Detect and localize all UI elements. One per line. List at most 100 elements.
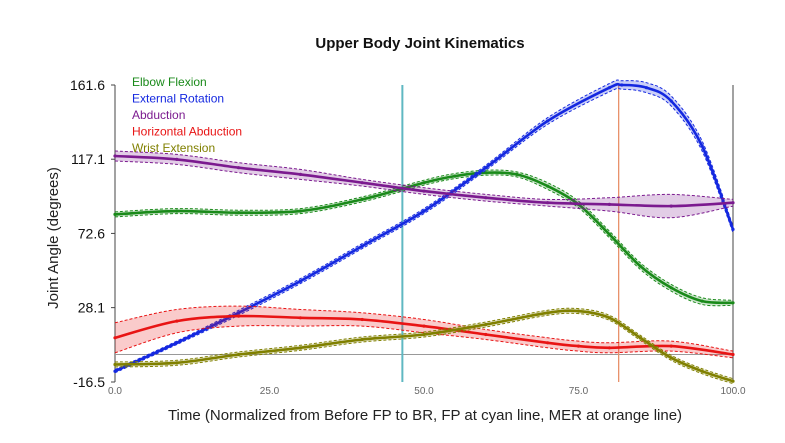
wrist-extension-upper-bound [114, 307, 734, 380]
legend: Elbow Flexion External Rotation Abduction H… [132, 75, 242, 155]
horizontal-abduction-point [607, 346, 612, 350]
horizontal-abduction-point [422, 324, 426, 328]
abduction-band [115, 151, 733, 218]
wrist-extension-point [113, 362, 117, 367]
x-axis-label: Time (Normalized from Before FP to BR, F… [168, 407, 682, 424]
wrist-extension-point [237, 352, 241, 357]
chart-title: Upper Body Joint Kinematics [315, 35, 524, 52]
legend-entry: Horizontal Abduction [132, 125, 242, 139]
abduction-point [484, 196, 488, 200]
horizontal-abduction-point [113, 336, 117, 340]
abduction-lower-bound [114, 160, 734, 219]
abduction-point [298, 172, 302, 176]
external-rotation-point [644, 86, 649, 90]
wrist-extension-lower-bound [114, 312, 734, 385]
y-tick-label: 28.1 [78, 300, 105, 316]
external-rotation-point [360, 244, 364, 248]
legend-entry: External Rotation [132, 92, 224, 106]
wrist-extension-point [175, 361, 179, 365]
wrist-extension-point [607, 316, 612, 320]
external-rotation-upper-bound [114, 79, 734, 370]
abduction-point [422, 189, 426, 193]
wrist-extension-point [298, 346, 302, 350]
y-tick-label: -16.5 [73, 374, 105, 390]
elbow-flexion-point [638, 264, 642, 268]
abduction-point [607, 202, 612, 206]
horizontal-abduction-point [576, 344, 581, 348]
wrist-extension-point [546, 311, 550, 315]
elbow-flexion-point [515, 172, 519, 176]
plot-area: 161.6 117.1 72.6 28.1 -16.50.0 25.0 50.0 75.0 10… [70, 77, 746, 397]
elbow-flexion-lower-bound [114, 174, 734, 307]
wrist-extension-point [700, 369, 704, 373]
x-tick-label: 25.0 [260, 386, 280, 397]
wrist-extension-line [114, 309, 734, 383]
elbow-flexion-point [113, 212, 117, 216]
y-axis-label: Joint Angle (degrees) [45, 167, 62, 309]
elbow-flexion-point [607, 232, 612, 236]
wrist-extension-point [576, 309, 581, 313]
wrist-extension-point [638, 336, 642, 340]
x-tick-label: 0.0 [108, 386, 122, 397]
horizontal-abduction-point [546, 341, 550, 345]
x-tick-label: 100.0 [720, 386, 745, 397]
wrist-extension-point [669, 356, 673, 360]
elbow-flexion-point [669, 286, 673, 290]
x-tick-label: 50.0 [414, 386, 434, 397]
wrist-extension-point [484, 322, 488, 327]
horizontal-abduction-point [175, 319, 179, 323]
wrist-extension-point [360, 337, 364, 342]
elbow-flexion-point [237, 211, 241, 215]
horizontal-abduction-point [484, 332, 488, 337]
legend-entry: Elbow Flexion [132, 75, 207, 89]
elbow-flexion-point [453, 174, 457, 178]
external-rotation-point [175, 341, 179, 345]
external-rotation-point [546, 119, 550, 123]
horizontal-abduction-point [237, 314, 241, 318]
abduction-point [113, 154, 117, 158]
external-rotation-point [113, 369, 117, 373]
external-rotation-point [484, 166, 488, 170]
external-rotation-point [422, 209, 426, 213]
elbow-flexion-point [484, 171, 488, 175]
horizontal-abduction-point [731, 352, 735, 357]
elbow-flexion-point [700, 299, 704, 303]
elbow-flexion-point [360, 197, 364, 201]
external-rotation-point [237, 311, 241, 315]
wrist-extension-point [422, 332, 426, 337]
y-tick-label: 161.6 [70, 77, 105, 93]
abduction-upper-bound [114, 150, 734, 201]
horizontal-abduction-lower-bound [114, 325, 734, 359]
horizontal-abduction-point [669, 344, 673, 348]
elbow-flexion-point [422, 181, 426, 185]
elbow-flexion-upper-bound [114, 169, 734, 301]
external-rotation-point [620, 83, 624, 87]
abduction-point [731, 201, 735, 205]
y-tick-label: 72.6 [78, 225, 105, 241]
x-tick-label: 75.0 [569, 386, 589, 397]
external-rotation-point [298, 279, 302, 283]
elbow-flexion-point [298, 209, 302, 213]
legend-entry: Abduction [132, 108, 185, 122]
wrist-extension-point [731, 379, 735, 383]
elbow-flexion-point [731, 301, 735, 305]
external-rotation-lower-bound [114, 87, 734, 374]
abduction-point [237, 166, 241, 170]
horizontal-abduction-point [298, 316, 302, 320]
external-rotation-point [607, 86, 612, 90]
elbow-flexion-point [175, 209, 179, 213]
external-rotation-point [731, 227, 735, 231]
external-rotation-point [669, 99, 673, 103]
abduction-point [546, 201, 550, 205]
legend-entry: Wrist Extension [132, 141, 215, 155]
horizontal-abduction-upper-bound [114, 305, 734, 352]
abduction-point [175, 157, 179, 161]
elbow-flexion-point [546, 184, 550, 188]
abduction-point [669, 204, 673, 208]
external-rotation-point [700, 144, 704, 148]
horizontal-abduction-point [360, 317, 364, 322]
y-tick-label: 117.1 [71, 151, 105, 167]
elbow-flexion-line [114, 171, 734, 305]
abduction-point [360, 181, 364, 185]
